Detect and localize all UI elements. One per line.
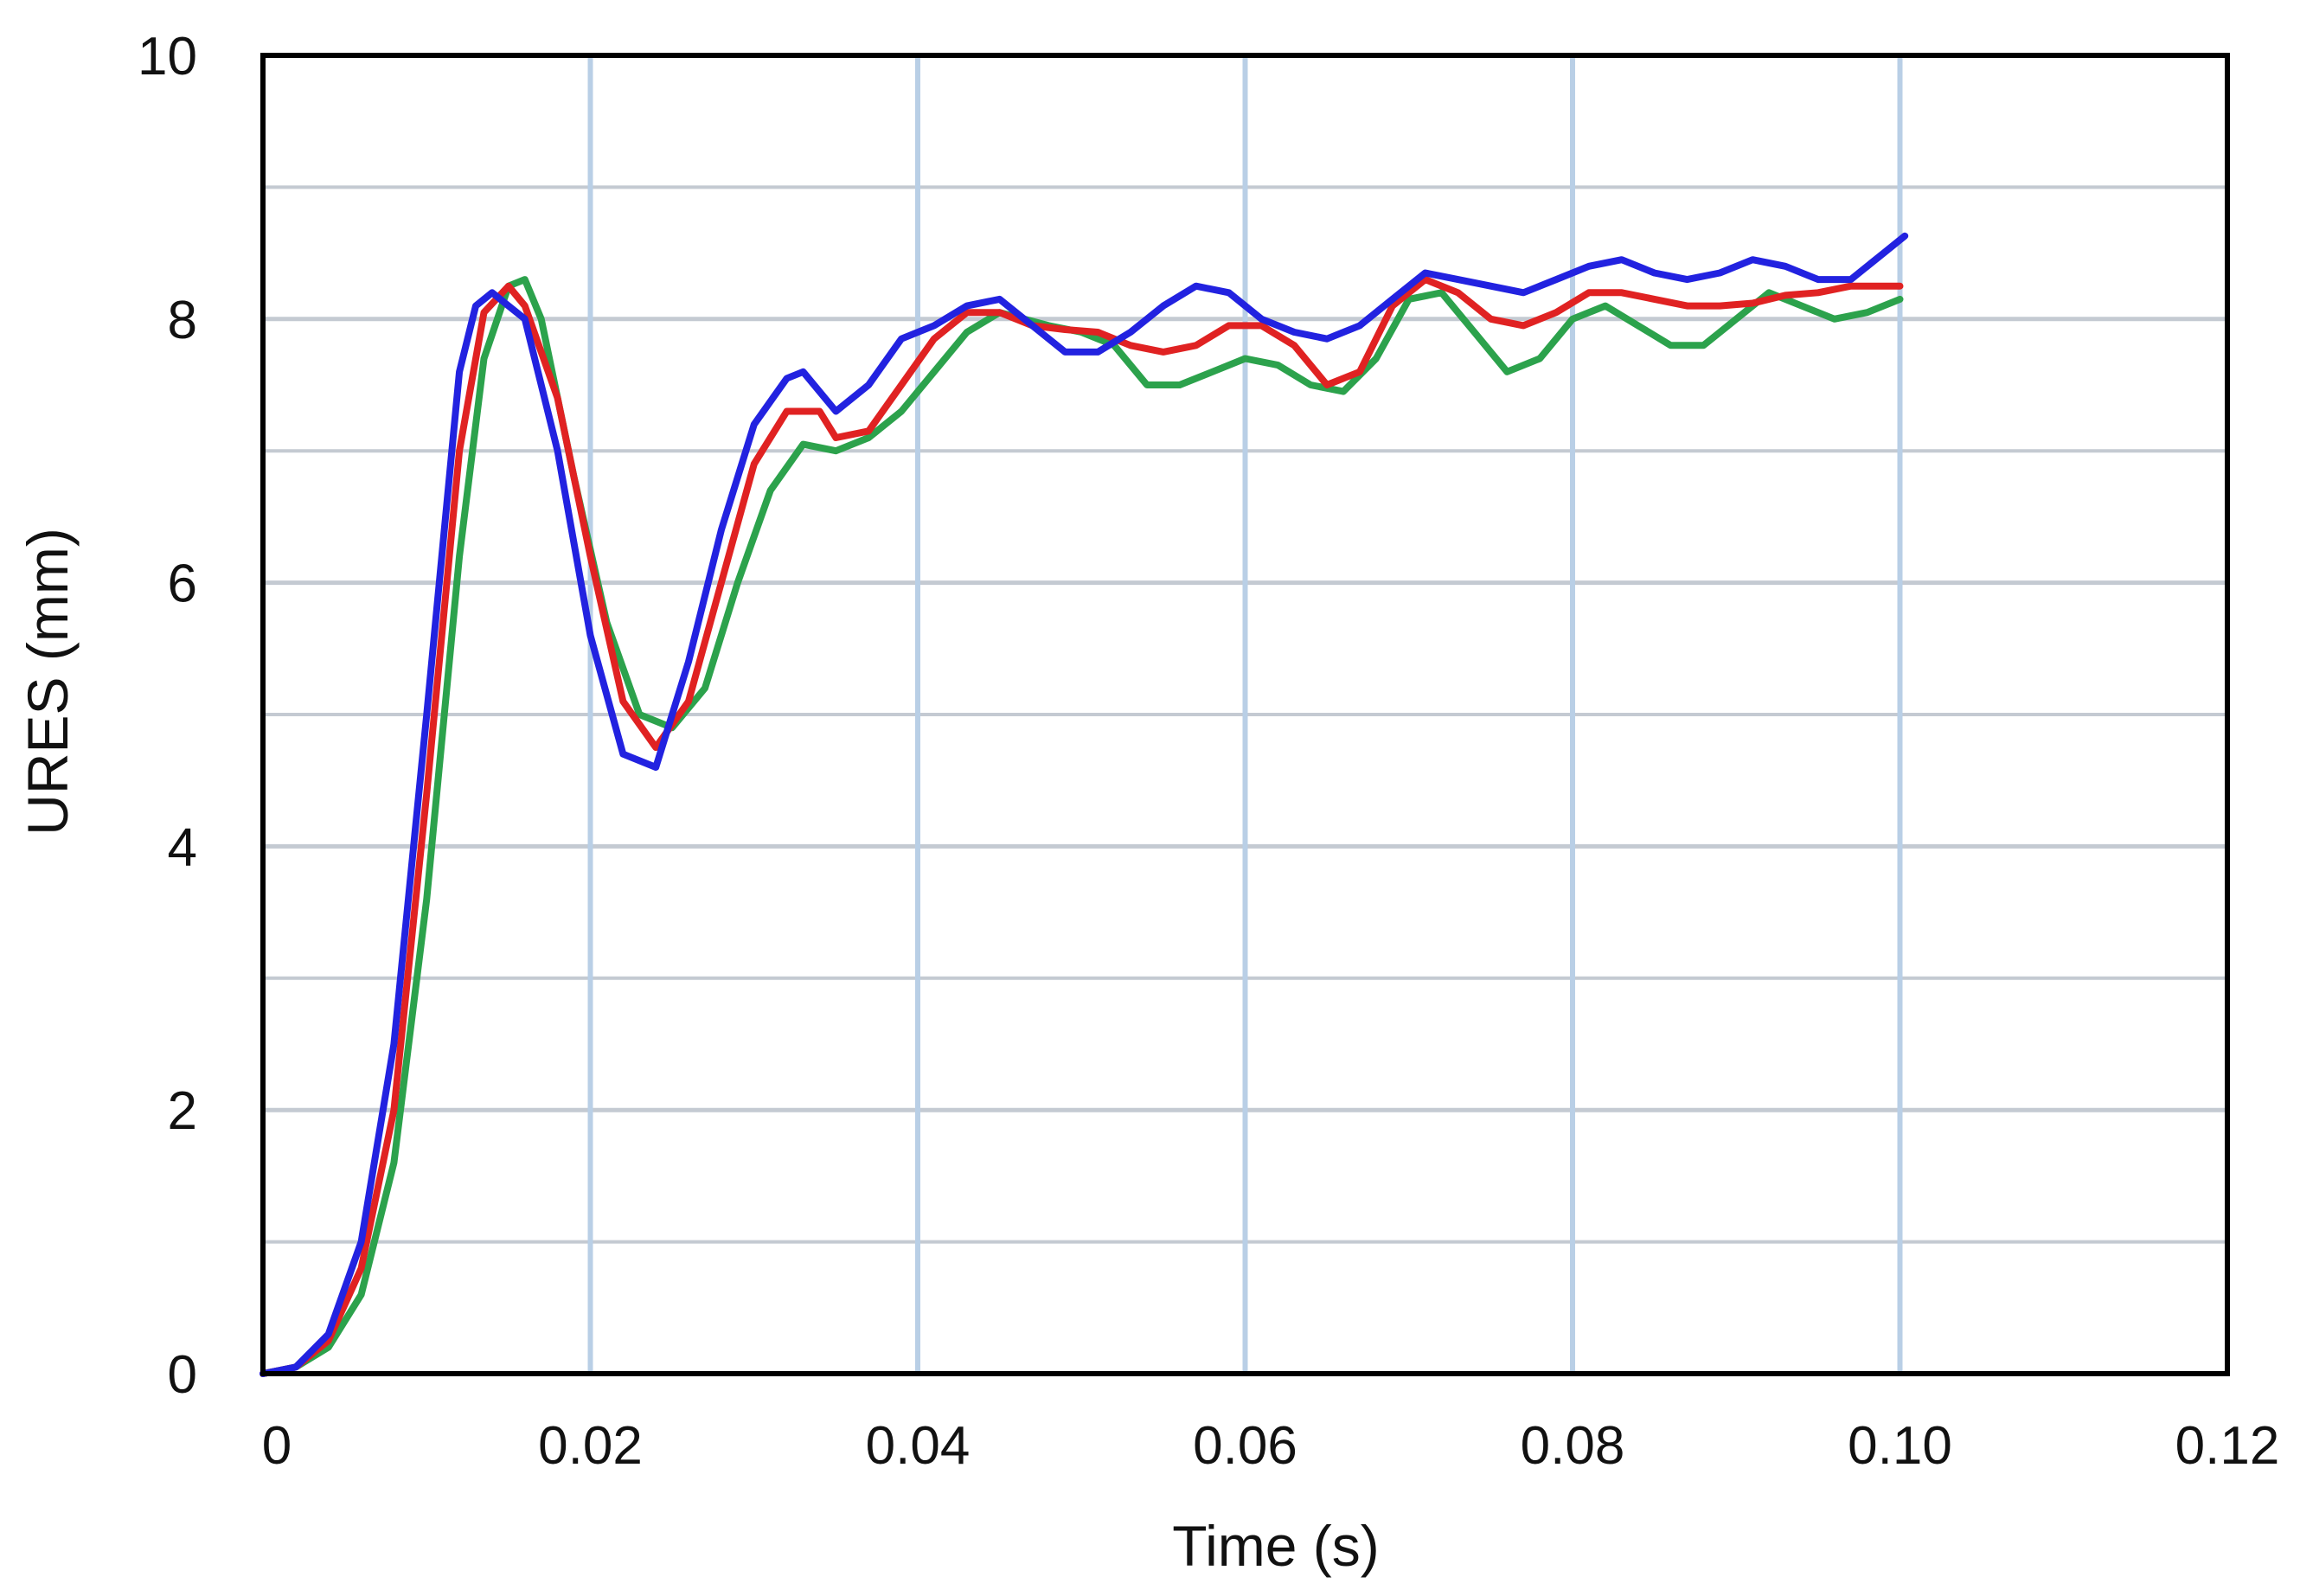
x-tick-labels: 0 0.02 0.04 0.06 0.08 0.10 0.12 [262, 1416, 2280, 1476]
x-tick-label: 0.06 [1193, 1416, 1297, 1476]
series-line-1 [259, 276, 1904, 1377]
plot-area-frame [260, 53, 2230, 1376]
series-line-2 [259, 232, 1909, 1377]
y-tick-label: 4 [168, 817, 197, 877]
x-tick-label: 0.10 [1848, 1416, 1952, 1476]
y-tick-label: 6 [168, 554, 197, 614]
x-tick-label: 0.04 [866, 1416, 971, 1476]
x-tick-label: 0.02 [538, 1416, 643, 1476]
y-axis-title: URES (mm) [16, 528, 80, 836]
y-tick-label: 2 [168, 1081, 197, 1141]
series-lines [259, 232, 1909, 1377]
x-tick-label: 0 [262, 1416, 292, 1476]
x-tick-label: 0.08 [1521, 1416, 1625, 1476]
x-axis-title: Time (s) [1172, 1514, 1380, 1578]
y-tick-labels: 0 2 4 6 8 10 [138, 27, 197, 1405]
y-tick-label: 0 [168, 1345, 197, 1405]
x-tick-label: 0.12 [2175, 1416, 2280, 1476]
grid [263, 55, 2227, 1374]
y-tick-label: 10 [138, 27, 197, 87]
y-tick-label: 8 [168, 291, 197, 350]
